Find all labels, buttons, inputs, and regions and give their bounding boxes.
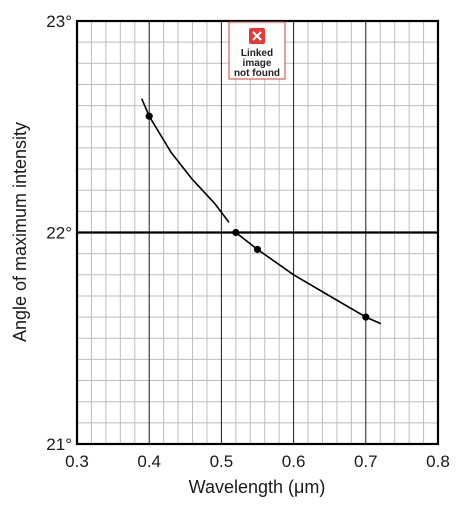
- broken-image-x-icon: [249, 28, 265, 44]
- x-tick-label: 0.4: [137, 452, 161, 471]
- y-tick-label: 23°: [46, 12, 72, 31]
- y-axis-label: Angle of maximum intensity: [10, 122, 30, 342]
- data-point: [362, 313, 370, 321]
- broken-image-line-1: Linked: [241, 48, 273, 59]
- data-point: [232, 228, 240, 237]
- plot-frame-rect: [75, 19, 440, 446]
- x-tick-labels: 0.3 0.4 0.5 0.6 0.7 0.8: [65, 452, 450, 471]
- x-tick-label: 0.6: [282, 452, 306, 471]
- x-tick-label: 0.5: [210, 452, 234, 471]
- x-tick-label: 0.7: [354, 452, 378, 471]
- x-axis-label: Wavelength (μm): [189, 477, 326, 497]
- data-points: [145, 112, 370, 321]
- broken-image-line-3: not found: [234, 68, 280, 79]
- broken-image-placeholder: Linked image not found: [228, 21, 286, 80]
- broken-image-line-2: image: [243, 58, 272, 69]
- y-tick-labels: 21° 22° 23°: [46, 12, 72, 454]
- x-tick-label: 0.3: [65, 452, 89, 471]
- plot-frame: [75, 19, 440, 446]
- data-point: [145, 112, 153, 120]
- fit-curve-1: [141, 98, 230, 223]
- data-point: [253, 245, 262, 254]
- y-tick-label: 21°: [46, 435, 72, 454]
- x-tick-label: 0.8: [426, 452, 450, 471]
- y-tick-label: 22°: [46, 224, 72, 243]
